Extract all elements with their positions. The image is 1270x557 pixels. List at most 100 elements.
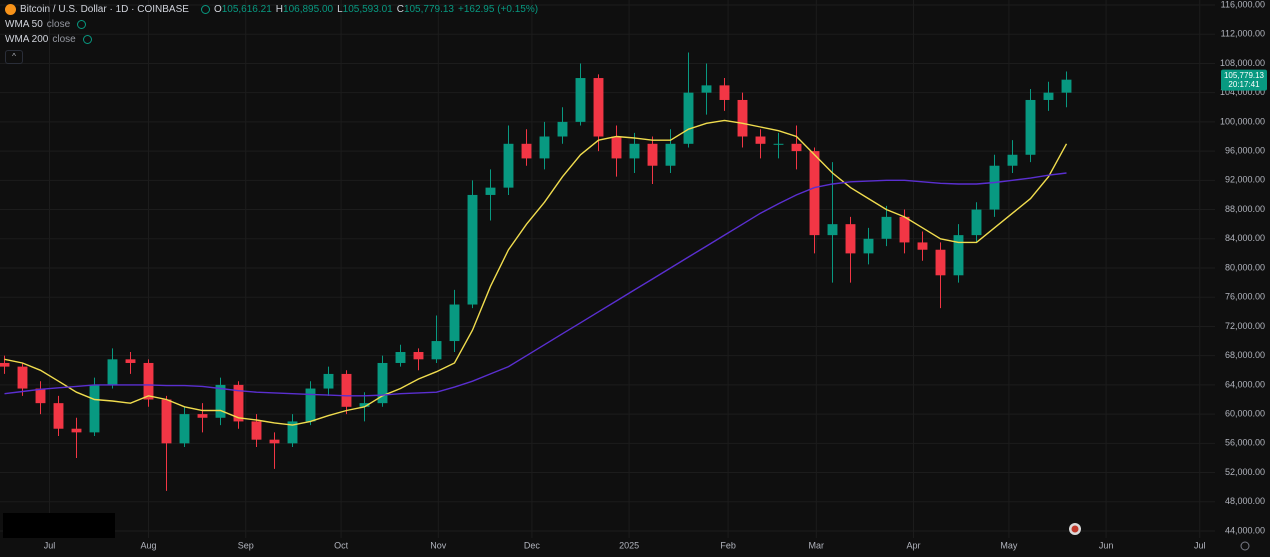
y-tick-label: 52,000.00	[1225, 467, 1265, 477]
candle-body	[935, 249, 946, 276]
x-tick-label: Oct	[334, 540, 349, 550]
symbol-legend: Bitcoin / U.S. Dollar · 1D · COINBASE O1…	[5, 4, 538, 15]
candle-body	[431, 341, 442, 360]
candle-body	[971, 209, 982, 236]
candle-body	[719, 85, 730, 100]
candle-body	[377, 362, 388, 404]
candle-body	[701, 85, 712, 93]
candle-body	[647, 143, 658, 166]
y-tick-label: 88,000.00	[1225, 204, 1265, 214]
candle-body	[827, 224, 838, 236]
y-tick-label: 116,000.00	[1221, 0, 1265, 9]
candle-body	[0, 362, 10, 367]
price-badge-label: 105,779.13	[1224, 71, 1265, 80]
candle-body	[359, 403, 370, 407]
candle-body	[71, 428, 82, 433]
y-tick-label: 72,000.00	[1225, 321, 1265, 331]
candle-body	[881, 216, 892, 239]
grid	[0, 0, 1215, 538]
ohlc-letter: H	[275, 4, 284, 15]
price-badge	[1221, 69, 1267, 91]
candle-body	[665, 143, 676, 166]
x-tick-label: Nov	[430, 540, 447, 550]
y-tick-label: 64,000.00	[1225, 379, 1265, 389]
candle-body	[233, 384, 244, 422]
change: +162.95 (+0.15%)	[458, 4, 539, 15]
status-dot	[200, 5, 210, 14]
y-tick-label: 56,000.00	[1225, 438, 1265, 448]
candle-body	[1061, 79, 1072, 93]
candle-body	[863, 238, 874, 254]
candle-body	[53, 403, 64, 429]
candle-body	[125, 359, 136, 363]
candle-body	[197, 414, 208, 418]
candle-body	[35, 388, 46, 404]
candle-body	[629, 143, 640, 159]
candle-body	[305, 388, 316, 422]
candle-body	[845, 224, 856, 254]
candle-body	[323, 373, 334, 389]
candle-body	[215, 384, 226, 418]
candle-body	[755, 136, 766, 144]
indicator-status	[82, 35, 92, 44]
indicator-status	[77, 20, 87, 29]
indicator-params: close	[46, 19, 71, 30]
y-tick-label: 100,000.00	[1220, 116, 1265, 126]
candle-body	[161, 399, 172, 444]
candle-body	[467, 194, 478, 305]
x-tick-label: Jul	[44, 540, 56, 550]
candle-body	[521, 143, 532, 159]
candle-body	[899, 216, 910, 243]
candle-body	[179, 414, 190, 444]
candle-body	[989, 165, 1000, 210]
candle-body	[953, 235, 964, 276]
coin-icon	[5, 4, 16, 15]
ohlc-values: O105,616.21 H106,895.00 L105,593.01 C105,77…	[214, 4, 454, 15]
ohlc-value: 105,593.01	[342, 4, 393, 15]
y-tick-label: 60,000.00	[1225, 408, 1265, 418]
indicator-name: WMA 50	[5, 19, 43, 30]
ohlc-letter: C	[396, 4, 404, 15]
candle-body	[593, 78, 604, 137]
candle-body	[341, 373, 352, 407]
candle-body	[107, 359, 118, 385]
candle-body	[503, 143, 514, 188]
x-tick-label: Apr	[906, 540, 920, 550]
y-tick-label: 44,000.00	[1225, 525, 1265, 535]
indicator-line	[4, 119, 1068, 426]
y-tick-label: 96,000.00	[1225, 145, 1265, 155]
y-tick-label: 84,000.00	[1225, 233, 1265, 243]
candle-body	[251, 421, 262, 440]
y-tick-label: 76,000.00	[1225, 292, 1265, 302]
indicator-name: WMA 200	[5, 34, 49, 45]
candle-body	[1043, 92, 1054, 100]
symbol-title[interactable]: Bitcoin / U.S. Dollar · 1D · COINBASE	[20, 4, 189, 15]
x-tick-label: Dec	[524, 540, 541, 550]
candle-body	[1025, 99, 1036, 155]
ohlc-value: 106,895.00	[283, 4, 334, 15]
collapse-button[interactable]: ^	[5, 50, 23, 64]
ohlc-value: 105,616.21	[221, 4, 272, 15]
candle-body	[269, 439, 280, 444]
x-tick-label: Aug	[140, 540, 156, 550]
x-tick-label: Sep	[238, 540, 254, 550]
x-tick-label: 2025	[619, 540, 639, 550]
candle-body	[611, 136, 622, 159]
x-tick-label: Feb	[720, 540, 736, 550]
indicator-legend: WMA 50 close	[5, 19, 87, 30]
indicator-legend: WMA 200 close	[5, 34, 92, 45]
candle-body	[485, 187, 496, 195]
x-tick-label: Jun	[1099, 540, 1114, 550]
x-tick-label: May	[1000, 540, 1018, 550]
settings-icon[interactable]	[1240, 541, 1250, 551]
candle-body	[17, 366, 28, 389]
ohlc-letter: L	[337, 4, 343, 15]
countdown: 20:17:41	[1228, 80, 1260, 89]
y-tick-label: 108,000.00	[1220, 58, 1265, 68]
event-flag-dot	[1071, 525, 1079, 533]
redaction-box	[3, 513, 115, 538]
x-tick-label: Jul	[1194, 540, 1206, 550]
y-tick-label: 112,000.00	[1221, 29, 1265, 39]
